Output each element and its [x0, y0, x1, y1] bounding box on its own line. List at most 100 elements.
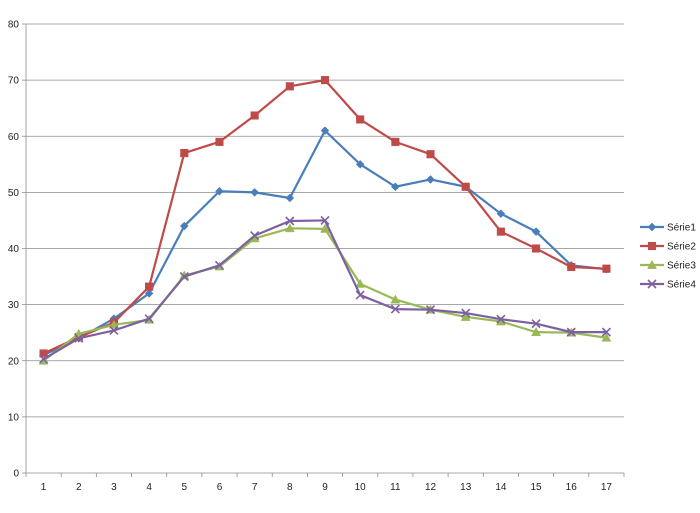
x-axis-tick-labels: 1 2 3 4 5 6 7 8 9 10 11 12 13 14 15 16 17 — [41, 482, 613, 493]
data-point — [109, 319, 119, 329]
legend: Série1 Série2 Série3 Série4 — [640, 223, 696, 291]
data-point — [109, 325, 119, 336]
data-point — [179, 271, 189, 282]
data-point — [144, 289, 154, 298]
series-2 — [39, 76, 611, 358]
legend-swatch-marker — [647, 259, 657, 269]
y-tick-label: 50 — [8, 188, 20, 199]
x-tick-label: 7 — [252, 482, 258, 493]
data-point — [355, 290, 365, 300]
data-point — [355, 159, 365, 169]
data-point — [461, 308, 471, 318]
x-tick-label: 17 — [601, 482, 613, 493]
y-tick-label: 30 — [8, 300, 20, 311]
series-line-2 — [43, 79, 607, 355]
x-tick-label: 14 — [495, 482, 507, 493]
x-tick-label: 3 — [111, 482, 117, 493]
data-point — [566, 327, 576, 337]
data-point — [496, 209, 506, 219]
data-point — [601, 332, 612, 342]
data-point — [250, 231, 260, 241]
x-tick-label: 12 — [425, 482, 437, 493]
y-tick-label: 20 — [8, 356, 20, 367]
data-point — [320, 215, 330, 226]
data-point — [602, 264, 611, 273]
data-point — [39, 354, 49, 364]
x-tick-label: 15 — [530, 482, 542, 493]
data-point — [320, 223, 330, 233]
data-point — [250, 188, 260, 197]
data-point — [496, 314, 506, 324]
x-tick-label: 11 — [390, 482, 401, 493]
data-point — [426, 175, 435, 184]
x-tick-label: 13 — [460, 482, 472, 493]
data-point — [250, 111, 259, 120]
data-point — [179, 221, 189, 231]
data-point — [214, 260, 225, 270]
y-tick-label: 60 — [8, 132, 20, 143]
data-point — [391, 137, 400, 146]
x-tick-label: 1 — [41, 482, 47, 493]
data-point — [496, 227, 505, 236]
x-tick-label: 10 — [355, 482, 367, 493]
data-point — [74, 333, 84, 343]
data-point — [215, 186, 224, 196]
data-point — [425, 305, 436, 315]
data-point — [180, 149, 189, 158]
data-point — [531, 327, 541, 336]
data-point — [320, 76, 330, 85]
y-tick-label: 40 — [8, 244, 20, 255]
data-point — [215, 137, 224, 146]
data-point — [601, 327, 611, 337]
x-tick-label: 5 — [182, 482, 188, 493]
data-point — [531, 227, 541, 237]
legend-swatch-marker — [647, 222, 657, 232]
data-point — [390, 294, 401, 304]
data-point — [285, 82, 294, 91]
legend-label: Série1 — [667, 223, 696, 234]
legend-entry-2: Série2 — [640, 242, 696, 253]
data-point — [356, 115, 365, 124]
x-tick-label: 2 — [76, 482, 82, 493]
x-tick-label: 16 — [566, 482, 578, 493]
data-point — [532, 244, 541, 253]
legend-label: Série2 — [667, 242, 696, 253]
y-tick-label: 0 — [13, 469, 19, 480]
data-point — [285, 193, 295, 203]
data-point — [460, 311, 471, 321]
legend-swatch-marker — [647, 241, 657, 251]
y-axis-tick-labels: 0 10 20 30 40 50 60 70 80 — [8, 20, 20, 480]
legend-entry-4: Série4 — [640, 279, 696, 291]
data-point — [426, 150, 435, 159]
legend-entry-3: Série3 — [640, 259, 696, 272]
series-4 — [39, 215, 611, 364]
data-point — [285, 216, 295, 226]
data-point — [390, 304, 400, 314]
legend-entry-1: Série1 — [640, 223, 696, 234]
x-tick-label: 6 — [217, 482, 223, 493]
data-point — [390, 182, 400, 192]
legend-label: Série4 — [667, 280, 696, 291]
data-point — [355, 278, 366, 288]
legend-label: Série3 — [667, 261, 696, 272]
data-point — [461, 182, 470, 191]
series-lines — [38, 76, 612, 365]
legend-swatch-marker — [647, 279, 657, 289]
data-point — [144, 314, 154, 324]
data-point — [145, 282, 154, 291]
gridlines — [26, 23, 624, 418]
x-tick-label: 8 — [287, 482, 293, 493]
y-tick-label: 70 — [8, 76, 20, 87]
y-tick-label: 80 — [8, 20, 20, 31]
x-tick-label: 4 — [146, 482, 152, 493]
axes — [22, 23, 625, 477]
data-point — [284, 223, 295, 233]
data-point — [531, 319, 541, 329]
data-point — [567, 262, 576, 272]
data-point — [320, 126, 330, 135]
series-3 — [38, 223, 612, 365]
x-tick-label: 9 — [322, 482, 328, 493]
y-tick-label: 10 — [8, 412, 20, 423]
